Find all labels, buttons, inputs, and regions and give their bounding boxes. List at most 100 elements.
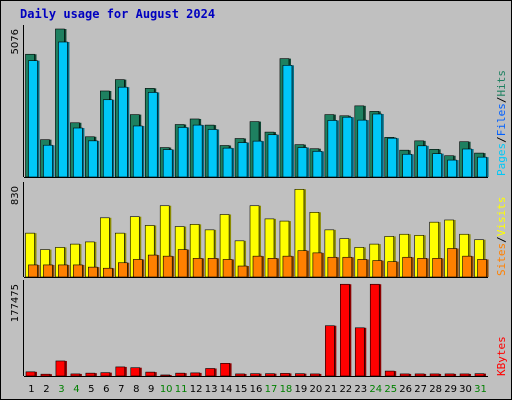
bar-sites-day-13 (207, 258, 218, 278)
bar-kbytes-day-31 (474, 373, 485, 377)
bar-kbytes-day-6 (100, 372, 111, 377)
day-label-20: 20 (310, 384, 323, 395)
bar-kbytes-day-28 (429, 373, 440, 377)
day-label-24: 24 (369, 384, 382, 395)
bar-sites-day-11 (177, 249, 188, 278)
bar-files-day-20 (312, 151, 323, 178)
legend-hits: Hits (495, 70, 508, 97)
bar-files-day-26 (402, 153, 412, 178)
day-label-12: 12 (190, 384, 203, 395)
bar-sites-day-30 (462, 255, 472, 278)
bar-kbytes-day-4 (70, 373, 81, 377)
legend-separator: / (495, 97, 508, 104)
day-label-29: 29 (444, 384, 457, 395)
bar-sites-day-26 (402, 256, 412, 278)
day-label-23: 23 (354, 384, 367, 395)
bar-sites-day-14 (222, 259, 233, 278)
bar-files-day-31 (477, 156, 487, 178)
bar-kbytes-day-13 (205, 368, 215, 377)
day-label-5: 5 (88, 384, 94, 395)
bar-kbytes-day-23 (354, 327, 365, 377)
bar-files-day-27 (417, 145, 427, 178)
day-label-10: 10 (160, 384, 173, 395)
day-label-13: 13 (205, 384, 218, 395)
bar-kbytes-day-5 (85, 372, 96, 377)
bar-files-day-29 (447, 159, 457, 178)
bar-sites-day-15 (237, 265, 248, 278)
bar-sites-day-5 (88, 266, 98, 278)
bar-kbytes-day-14 (220, 362, 230, 377)
bar-sites-day-21 (327, 256, 338, 278)
bar-files-day-8 (132, 125, 143, 178)
bar-files-day-4 (73, 127, 83, 178)
legend-separator: / (495, 236, 508, 243)
bar-sites-day-17 (267, 258, 278, 278)
bar-sites-day-8 (132, 259, 143, 278)
bar-kbytes-day-11 (175, 372, 185, 377)
bar-kbytes-day-17 (265, 373, 275, 377)
bar-files-day-19 (297, 147, 308, 178)
legend-separator: / (495, 136, 508, 143)
max-value-label: 5076 (10, 29, 21, 54)
legend: KBytes (495, 336, 508, 376)
day-label-30: 30 (459, 384, 472, 395)
bar-kbytes-day-2 (40, 373, 51, 377)
day-label-25: 25 (384, 384, 397, 395)
day-label-3: 3 (58, 384, 64, 395)
day-label-17: 17 (265, 384, 278, 395)
bar-kbytes-day-3 (55, 360, 66, 377)
bar-kbytes-day-19 (295, 373, 305, 377)
day-label-7: 7 (118, 384, 124, 395)
day-label-9: 9 (148, 384, 154, 395)
bar-files-day-3 (58, 41, 68, 178)
max-value-label: 177475 (10, 284, 21, 322)
day-label-18: 18 (280, 384, 293, 395)
bar-sites-day-23 (357, 259, 368, 278)
bar-sites-day-24 (372, 260, 383, 278)
legend: Sites/Visits (495, 197, 508, 277)
bar-files-day-22 (342, 116, 353, 178)
legend-sites: Sites (495, 243, 508, 276)
bar-kbytes-day-8 (130, 367, 141, 377)
bar-sites-day-31 (477, 259, 487, 278)
day-labels: 1 2 3 4 5 6 7 8 9 10 11 12 13 14 15 16 17 18 19 20 21 22 23 24 2… (28, 384, 487, 395)
day-label-28: 28 (429, 384, 442, 395)
legend: Pages/Files/Hits (495, 70, 508, 176)
legend-pages: Pages (495, 143, 508, 176)
bar-files-day-6 (103, 99, 113, 178)
bar-sites-day-9 (147, 254, 158, 278)
day-label-16: 16 (250, 384, 263, 395)
panel-visits-sites: 830 Sites/Visits (10, 182, 508, 278)
bar-files-day-21 (327, 120, 338, 178)
legend-visits: Visits (495, 197, 508, 237)
day-label-22: 22 (339, 384, 352, 395)
bar-files-day-5 (88, 140, 98, 178)
bar-sites-day-22 (342, 256, 353, 278)
bar-files-day-28 (432, 153, 442, 178)
bar-kbytes-day-15 (235, 373, 245, 377)
bar-sites-day-18 (282, 255, 293, 278)
bar-kbytes-day-30 (459, 373, 470, 377)
bar-kbytes-day-25 (384, 370, 395, 377)
bar-kbytes-day-10 (160, 374, 170, 377)
bar-files-day-17 (267, 134, 278, 178)
bar-files-day-14 (222, 147, 233, 178)
bar-files-day-15 (237, 142, 248, 178)
bar-sites-day-19 (297, 250, 308, 278)
day-label-14: 14 (220, 384, 233, 395)
panel-kbytes: 177475 KBytes (10, 280, 508, 377)
bar-kbytes-day-26 (399, 373, 410, 377)
bar-files-day-16 (252, 140, 263, 178)
day-label-15: 15 (235, 384, 248, 395)
day-label-8: 8 (133, 384, 139, 395)
bar-sites-day-10 (162, 255, 173, 278)
bar-files-day-1 (28, 60, 38, 178)
day-label-11: 11 (175, 384, 188, 395)
bar-kbytes-day-18 (280, 373, 290, 377)
bar-sites-day-27 (417, 258, 427, 278)
day-label-4: 4 (73, 384, 79, 395)
bar-files-day-9 (147, 92, 158, 178)
bar-sites-day-29 (447, 248, 457, 278)
day-label-19: 19 (295, 384, 308, 395)
